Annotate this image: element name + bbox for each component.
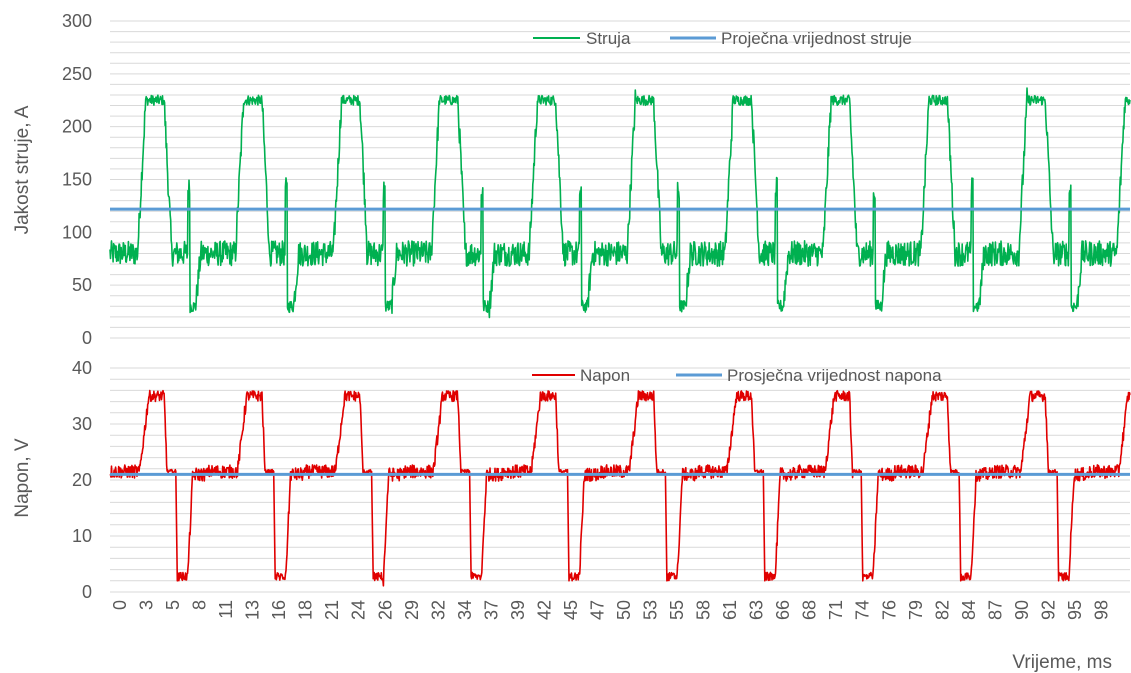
x-tick-label: 66 — [773, 600, 793, 620]
y-tick-label: 40 — [72, 358, 92, 378]
x-tick-label: 79 — [906, 600, 926, 620]
x-tick-label: 21 — [322, 600, 342, 620]
y-tick-label: 30 — [72, 414, 92, 434]
x-tick-label: 47 — [587, 600, 607, 620]
y-tick-label: 150 — [62, 170, 92, 190]
x-tick-label: 84 — [959, 600, 979, 620]
x-tick-label: 29 — [402, 600, 422, 620]
y-tick-label: 300 — [62, 11, 92, 31]
x-tick-label: 71 — [826, 600, 846, 620]
x-tick-label: 63 — [747, 600, 767, 620]
x-tick-label: 87 — [985, 600, 1005, 620]
y-tick-label: 10 — [72, 526, 92, 546]
bottom-y-axis-title: Napon, V — [12, 438, 33, 518]
y-tick-label: 20 — [72, 470, 92, 490]
x-tick-label: 37 — [481, 600, 501, 620]
top-legend: Struja Proječna vrijednost struje — [533, 29, 912, 48]
x-tick-label: 53 — [641, 600, 661, 620]
legend-label-napon: Napon — [580, 366, 630, 385]
x-tick-label: 50 — [614, 600, 634, 620]
y-tick-label: 250 — [62, 64, 92, 84]
x-tick-label: 95 — [1065, 600, 1085, 620]
x-tick-label: 90 — [1012, 600, 1032, 620]
x-tick-label: 34 — [455, 600, 475, 620]
x-tick-label: 76 — [879, 600, 899, 620]
x-tick-label: 16 — [269, 600, 289, 620]
x-tick-label: 58 — [694, 600, 714, 620]
bottom-legend: Napon Prosječna vrijednost napona — [532, 366, 942, 385]
x-tick-labels: 0 3 5 8 11 13 16 18 21 24 26 29 32 34 37 39 42 45 47 50 53 55… — [110, 600, 1111, 620]
x-tick-label: 42 — [534, 600, 554, 620]
x-tick-label: 24 — [349, 600, 369, 620]
x-tick-label: 82 — [932, 600, 952, 620]
x-tick-label: 0 — [110, 600, 130, 610]
x-tick-label: 3 — [137, 600, 157, 610]
x-tick-label: 98 — [1091, 600, 1111, 620]
y-tick-label: 50 — [72, 275, 92, 295]
bottom-y-tick-labels: 0 10 20 30 40 — [72, 358, 92, 602]
legend-label-average-voltage: Prosječna vrijednost napona — [727, 366, 942, 385]
x-tick-label: 61 — [720, 600, 740, 620]
y-tick-label: 0 — [82, 328, 92, 348]
x-tick-label: 39 — [508, 600, 528, 620]
y-tick-label: 100 — [62, 222, 92, 242]
top-y-axis-title: Jakost struje, A — [12, 105, 33, 234]
x-tick-label: 26 — [375, 600, 395, 620]
x-tick-label: 5 — [163, 600, 183, 610]
legend-label-average-current: Proječna vrijednost struje — [721, 29, 912, 48]
legend-label-struja: Struja — [586, 29, 631, 48]
top-chart-gridlines — [110, 20, 1130, 339]
x-tick-label: 55 — [667, 600, 687, 620]
x-tick-label: 8 — [190, 600, 210, 610]
x-tick-label: 13 — [243, 600, 263, 620]
x-tick-label: 32 — [428, 600, 448, 620]
x-tick-label: 18 — [296, 600, 316, 620]
y-tick-label: 0 — [82, 582, 92, 602]
x-tick-label: 68 — [800, 600, 820, 620]
x-tick-label: 11 — [216, 600, 236, 619]
y-tick-label: 200 — [62, 117, 92, 137]
series-line-napon — [109, 389, 1131, 587]
top-y-tick-labels: 0 50 100 150 200 250 300 — [62, 11, 92, 348]
x-tick-label: 45 — [561, 600, 581, 620]
x-tick-label: 92 — [1038, 600, 1058, 620]
series-line-struja — [109, 87, 1131, 319]
x-tick-label: 74 — [853, 600, 873, 620]
x-axis-title: Vrijeme, ms — [1012, 652, 1112, 673]
